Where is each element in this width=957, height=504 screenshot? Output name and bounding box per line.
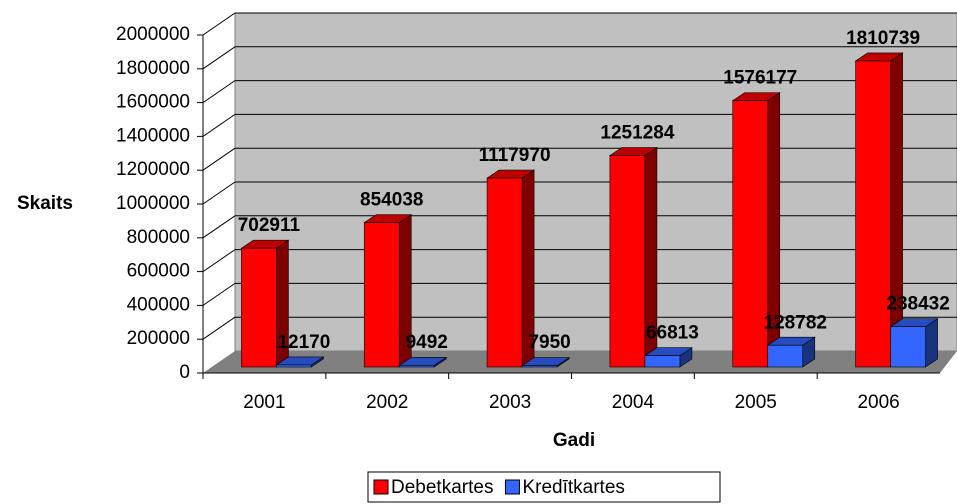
value-label: 702911 xyxy=(238,215,301,236)
grid-line xyxy=(202,181,236,205)
bar xyxy=(855,60,891,368)
bar xyxy=(644,355,681,368)
y-tick-label: 2000000 xyxy=(116,24,190,45)
legend-swatch xyxy=(504,479,520,495)
grid-line xyxy=(202,113,236,137)
y-tick-label: 200000 xyxy=(127,328,190,349)
x-tick-label: 2005 xyxy=(735,392,777,413)
x-tick-label: 2002 xyxy=(366,392,408,413)
bar xyxy=(363,222,400,368)
y-axis-title: Skaits xyxy=(17,193,73,214)
y-tick-label: 1000000 xyxy=(116,193,190,214)
x-tick-label: 2003 xyxy=(489,392,531,413)
value-label: 66813 xyxy=(646,323,699,344)
grid-line xyxy=(202,80,236,104)
bar xyxy=(276,364,312,368)
value-label: 1117970 xyxy=(479,145,551,166)
grid-line xyxy=(202,249,236,273)
value-label: 854038 xyxy=(360,190,423,211)
y-tick-label: 400000 xyxy=(127,294,190,315)
legend xyxy=(367,471,721,503)
legend-label: Debetkartes xyxy=(391,477,493,498)
bar xyxy=(609,155,646,368)
value-label: 12170 xyxy=(277,332,330,353)
value-label: 238432 xyxy=(886,294,949,315)
grid-line xyxy=(202,147,236,171)
y-tick-label: 800000 xyxy=(127,227,190,248)
grid-line xyxy=(202,282,236,306)
value-label: 1576177 xyxy=(723,68,797,89)
y-tick-label: 1800000 xyxy=(116,58,190,79)
y-tick-label: 1200000 xyxy=(116,159,190,180)
bar-side xyxy=(925,318,938,368)
bar xyxy=(486,177,523,368)
y-tick-label: 1600000 xyxy=(116,92,190,113)
bar xyxy=(890,326,926,368)
y-tick-label: 0 xyxy=(179,362,190,383)
bar xyxy=(767,344,804,368)
value-label: 1810739 xyxy=(846,28,920,49)
legend-label: Kredītkartes xyxy=(522,477,624,498)
value-label: 7950 xyxy=(528,332,570,353)
grid-line xyxy=(202,12,236,36)
x-axis-title: Gadi xyxy=(553,430,595,451)
y-tick-label: 600000 xyxy=(127,261,190,282)
y-tick-label: 1400000 xyxy=(116,125,190,146)
legend-swatch xyxy=(373,479,389,495)
bar xyxy=(398,365,435,368)
value-label: 128782 xyxy=(764,312,827,333)
value-label: 1251284 xyxy=(600,123,674,144)
grid-line xyxy=(202,215,236,239)
grid-line xyxy=(202,316,236,340)
value-label: 9492 xyxy=(406,332,448,353)
bar xyxy=(732,100,769,368)
x-tick-label: 2001 xyxy=(243,392,285,413)
bar xyxy=(241,247,277,368)
x-tick-label: 2004 xyxy=(612,392,655,413)
x-tick-label: 2006 xyxy=(857,392,899,413)
bar xyxy=(521,365,558,368)
grid-line xyxy=(202,46,236,70)
